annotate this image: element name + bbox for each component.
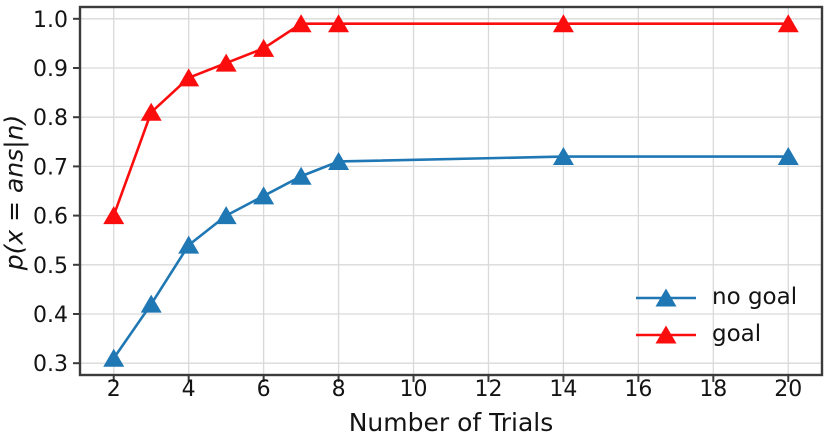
marker-goal	[253, 38, 275, 57]
marker-no-goal	[103, 348, 125, 367]
legend: no goal goal	[634, 283, 797, 348]
legend-label-goal: goal	[712, 321, 762, 347]
x-tick-label: 8	[332, 377, 346, 402]
marker-goal	[552, 14, 574, 33]
legend-item-no-goal: no goal	[634, 283, 797, 311]
marker-no-goal	[215, 206, 237, 225]
x-tick-label: 14	[549, 377, 577, 402]
legend-sample-no-goal	[636, 288, 696, 307]
y-tick-label: 0.7	[33, 155, 68, 180]
triangle-up-icon	[655, 325, 677, 344]
x-tick-label: 2	[107, 377, 121, 402]
legend-label-no-goal: no goal	[712, 284, 798, 310]
marker-goal	[328, 14, 350, 33]
marker-goal	[178, 68, 200, 87]
marker-goal	[290, 14, 312, 33]
marker-no-goal	[290, 166, 312, 185]
x-tick-label: 18	[699, 377, 727, 402]
y-tick-label: 0.9	[33, 57, 68, 82]
x-tick-label: 10	[400, 377, 428, 402]
y-axis-label: p(x = ans|n)	[0, 114, 29, 271]
y-tick-label: 0.6	[33, 205, 68, 230]
marker-goal	[103, 206, 125, 225]
marker-goal	[777, 14, 799, 33]
y-tick-label: 0.5	[33, 254, 68, 279]
legend-sample-goal	[636, 325, 696, 344]
marker-no-goal	[328, 151, 350, 170]
y-tick-label: 1.0	[33, 8, 68, 33]
marker-no-goal	[777, 147, 799, 166]
x-tick-label: 20	[774, 377, 802, 402]
marker-goal	[215, 53, 237, 72]
marker-no-goal	[178, 235, 200, 254]
y-tick-label: 0.4	[33, 303, 68, 328]
y-tick-label: 0.3	[33, 352, 68, 377]
x-axis-label: Number of Trials	[348, 408, 554, 437]
x-tick-label: 16	[624, 377, 652, 402]
x-tick-label: 4	[182, 377, 196, 402]
marker-no-goal	[253, 186, 275, 205]
plot-border	[78, 5, 824, 377]
marker-goal	[140, 102, 162, 121]
triangle-up-icon	[655, 288, 677, 307]
marker-no-goal	[552, 147, 574, 166]
series-line-goal	[112, 22, 789, 217]
x-tick-label: 6	[257, 377, 271, 402]
y-tick-label: 0.8	[33, 106, 68, 131]
marker-no-goal	[140, 294, 162, 313]
x-tick-label: 12	[474, 377, 502, 402]
legend-item-goal: goal	[634, 320, 797, 348]
